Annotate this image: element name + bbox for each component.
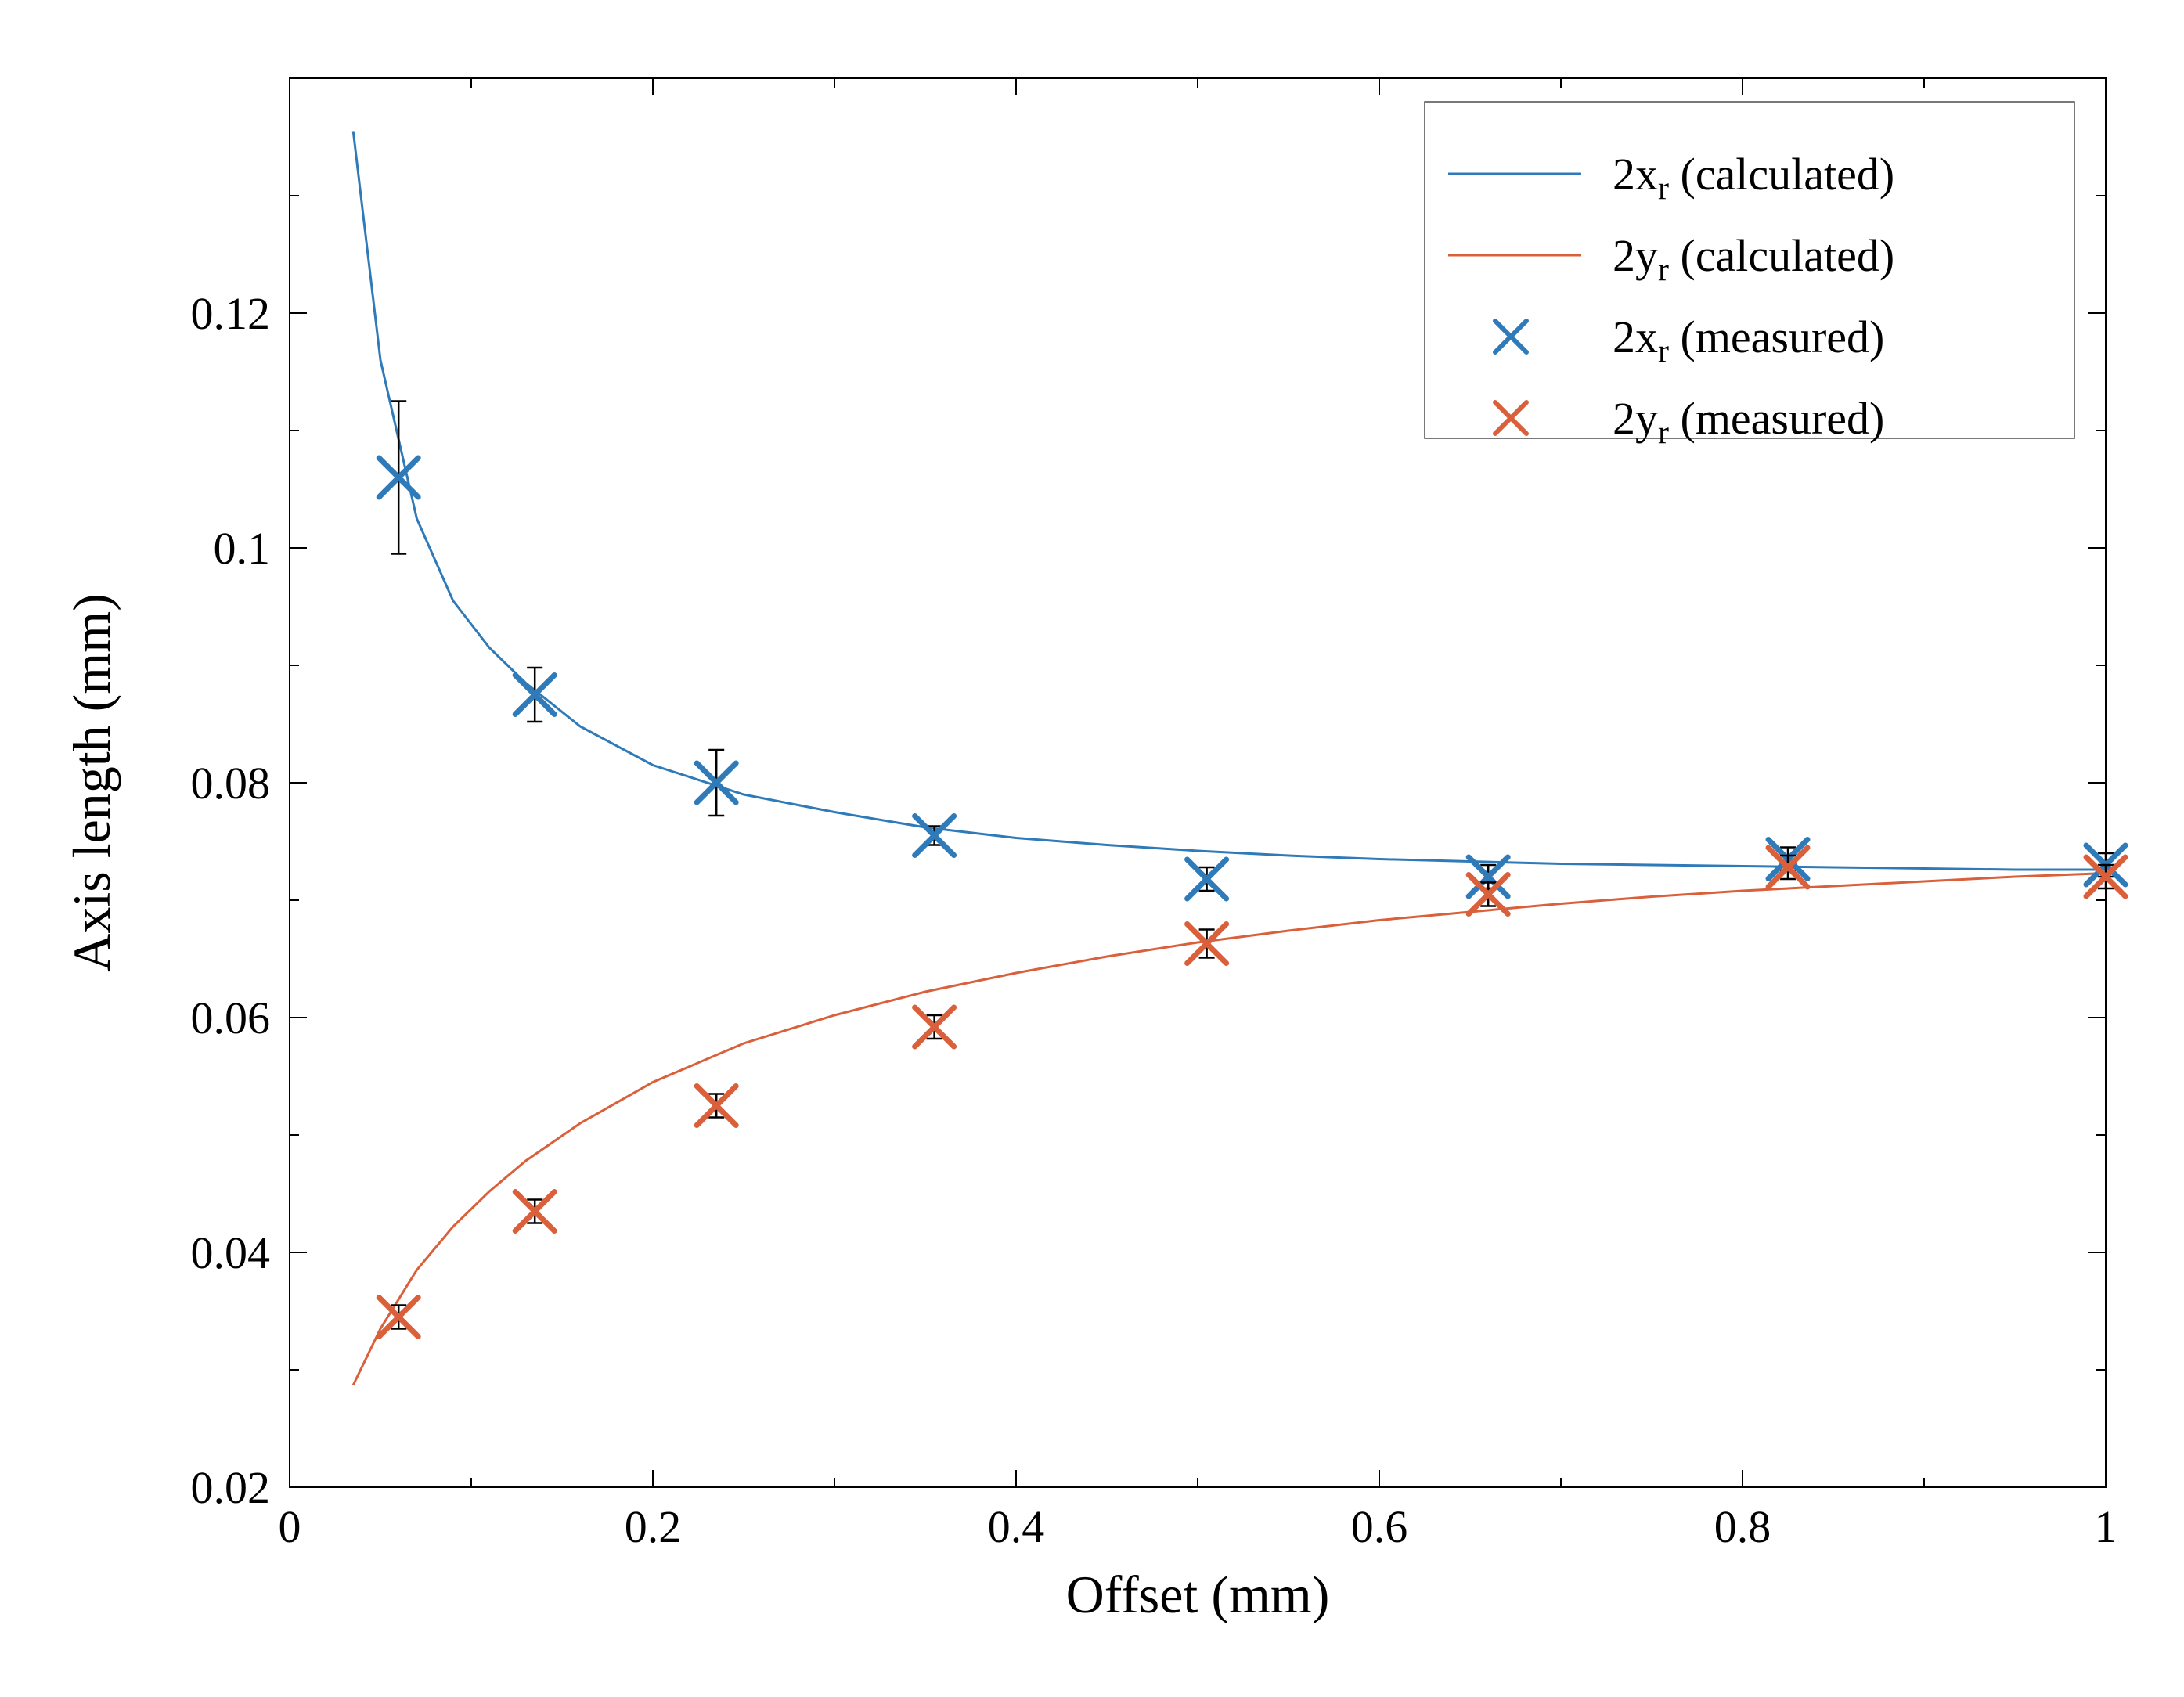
legend-label: 2yr (calculated) [1613, 230, 1894, 288]
y-tick-label: 0.02 [191, 1462, 271, 1513]
marker-yr-meas [379, 1298, 418, 1337]
x-tick-label: 0 [279, 1501, 301, 1552]
marker-yr-meas [915, 1007, 954, 1047]
y-tick-label: 0.06 [191, 993, 271, 1043]
y-tick-label: 0.08 [191, 758, 271, 809]
x-tick-label: 0.8 [1714, 1501, 1771, 1552]
y-tick-label: 0.04 [191, 1227, 271, 1278]
marker-xr-meas [915, 816, 954, 856]
marker-xr-meas [1188, 859, 1227, 899]
x-tick-label: 0.4 [988, 1501, 1045, 1552]
x-axis-label: Offset (mm) [1066, 1565, 1330, 1624]
marker-yr-meas [515, 1192, 554, 1231]
marker-yr-meas [697, 1086, 736, 1126]
legend-label: 2xr (calculated) [1613, 149, 1894, 207]
x-tick-label: 1 [2095, 1501, 2117, 1552]
x-tick-label: 0.2 [625, 1501, 682, 1552]
x-tick-label: 0.6 [1351, 1501, 1408, 1552]
series-line-yr-calc [353, 874, 2106, 1385]
y-axis-label: Axis length (mm) [62, 593, 121, 972]
legend-label: 2yr (measured) [1613, 393, 1884, 451]
chart-svg: 0 0.2 0.4 0.6 0.8 1 0.02 0.04 0.06 0.08 0.1 0.12 Off… [0, 0, 2184, 1697]
chart-container: 0 0.2 0.4 0.6 0.8 1 0.02 0.04 0.06 0.08 0.1 0.12 Off… [0, 0, 2184, 1697]
y-tick-label: 0.1 [214, 523, 271, 574]
y-tick-label: 0.12 [191, 288, 271, 339]
legend-label: 2xr (measured) [1613, 312, 1884, 369]
